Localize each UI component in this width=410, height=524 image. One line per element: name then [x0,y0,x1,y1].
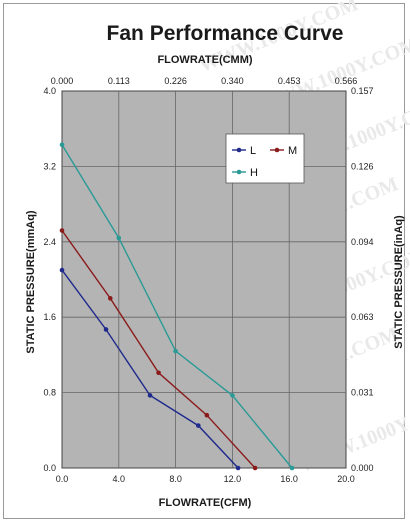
data-point-L [196,423,201,428]
data-point-H [289,465,295,471]
legend: L M H [225,133,305,184]
top-tick-label: 0.000 [51,76,74,86]
chart-title: Fan Performance Curve [107,22,344,45]
series-lines [59,142,295,471]
data-point-H [230,393,235,398]
data-point-M [204,412,210,418]
data-point-M [59,228,65,233]
top-tick-label: 0.566 [335,76,358,86]
data-point-M [252,465,258,471]
x-tick-label: 20.0 [337,474,355,484]
data-point-L [235,465,241,471]
x-tick-label: 12.0 [224,474,242,484]
legend-marker-L [236,147,242,153]
top-tick-label: 0.340 [221,76,244,86]
y2-tick-label: 0.157 [351,86,374,96]
data-point-H [173,348,178,354]
top-tick-label: 0.453 [278,76,301,86]
legend-label-H: H [250,167,258,179]
tick-labels: 0.0 4.0 8.0 12.0 16.0 20.00.000 0.113 0.226 0.34… [43,76,373,484]
x-tick-label: 16.0 [280,474,298,484]
data-point-L [59,267,65,273]
y-axis-label: STATIC PRESSURE(mmAq) [25,210,37,354]
legend-marker-M [274,147,280,153]
data-point-L [103,327,109,332]
y-tick-label: 0.0 [43,463,56,473]
x-axis-label: FLOWRATE(CFM) [159,497,252,509]
legend-label-L: L [250,145,256,157]
legend-label-M: M [288,145,297,157]
data-point-H [59,142,65,148]
y-tick-label: 3.2 [43,161,56,171]
y-tick-label: 4.0 [43,86,56,96]
data-point-M [107,296,113,301]
data-point-L [147,393,153,398]
y2-tick-label: 0.126 [351,161,374,171]
y2-tick-label: 0.031 [351,388,374,398]
top-tick-label: 0.113 [108,76,130,86]
y-tick-label: 2.4 [43,237,56,247]
top-axis-label: FLOWRATE(CMM) [157,54,252,66]
y-tick-label: 0.8 [43,388,56,398]
y2-tick-label: 0.000 [351,463,374,473]
legend-marker-H [236,169,242,175]
y2-tick-label: 0.063 [351,312,374,322]
y-tick-label: 1.6 [43,312,56,322]
y2-axis-label: STATIC PRESSURE(inAq) [393,215,405,349]
y2-tick-label: 0.094 [351,237,374,247]
x-tick-label: 8.0 [169,474,182,484]
data-point-H [116,235,122,241]
legend-box [225,133,305,184]
x-tick-label: 0.0 [56,474,69,484]
x-tick-label: 4.0 [113,474,126,484]
data-point-M [156,370,161,376]
top-tick-label: 0.226 [164,76,187,86]
